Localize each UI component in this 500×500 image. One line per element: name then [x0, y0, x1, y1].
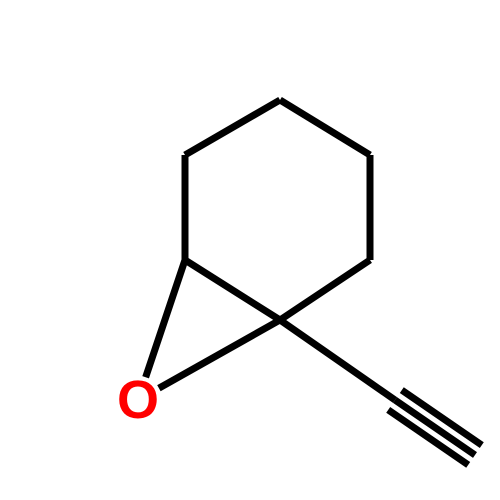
atom-label-o: O	[117, 370, 159, 430]
molecule-diagram: O	[0, 0, 500, 500]
